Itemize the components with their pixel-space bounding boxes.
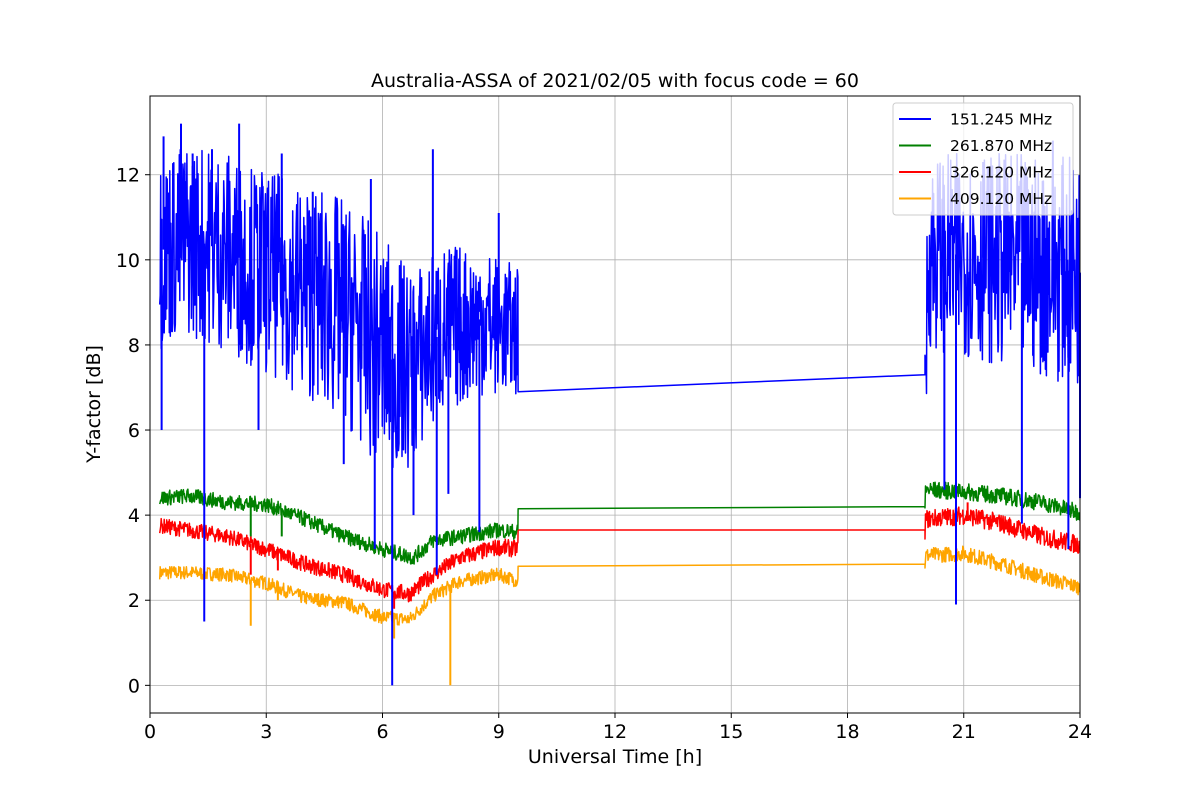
y-tick-label: 4 [128,505,140,527]
x-tick-label: 9 [493,721,505,743]
y-tick-label: 2 [128,590,140,612]
legend: 151.245 MHz 261.870 MHz 326.120 MHz 409.120… [892,102,1074,216]
series-line [158,506,1081,603]
y-tick-label: 12 [116,165,140,187]
y-axis-label: Y-factor [dB] [83,345,105,464]
series-line [158,545,1081,626]
x-tick-label: 21 [952,721,976,743]
x-tick-label: 3 [260,721,272,743]
y-tick-label: 0 [128,675,140,697]
series-line [158,149,1081,469]
x-tick-label: 15 [719,721,743,743]
legend-box [892,102,1074,216]
x-tick-label: 6 [376,721,388,743]
series-line [158,481,1081,565]
x-axis-label: Universal Time [h] [528,746,702,768]
x-tick-label: 12 [603,721,627,743]
x-tick-label: 24 [1068,721,1092,743]
legend-label: 409.120 MHz [950,190,1052,208]
y-tick-label: 6 [128,420,140,442]
legend-label: 326.120 MHz [950,164,1052,182]
legend-label: 151.245 MHz [950,111,1052,129]
y-tick-label: 8 [128,335,140,357]
legend-label: 261.870 MHz [950,137,1052,155]
plot-series [158,123,1081,686]
x-tick-label: 0 [144,721,156,743]
y-tick-label: 10 [116,250,140,272]
chart-title: Australia-ASSA of 2021/02/05 with focus … [371,70,859,92]
x-tick-label: 18 [835,721,859,743]
